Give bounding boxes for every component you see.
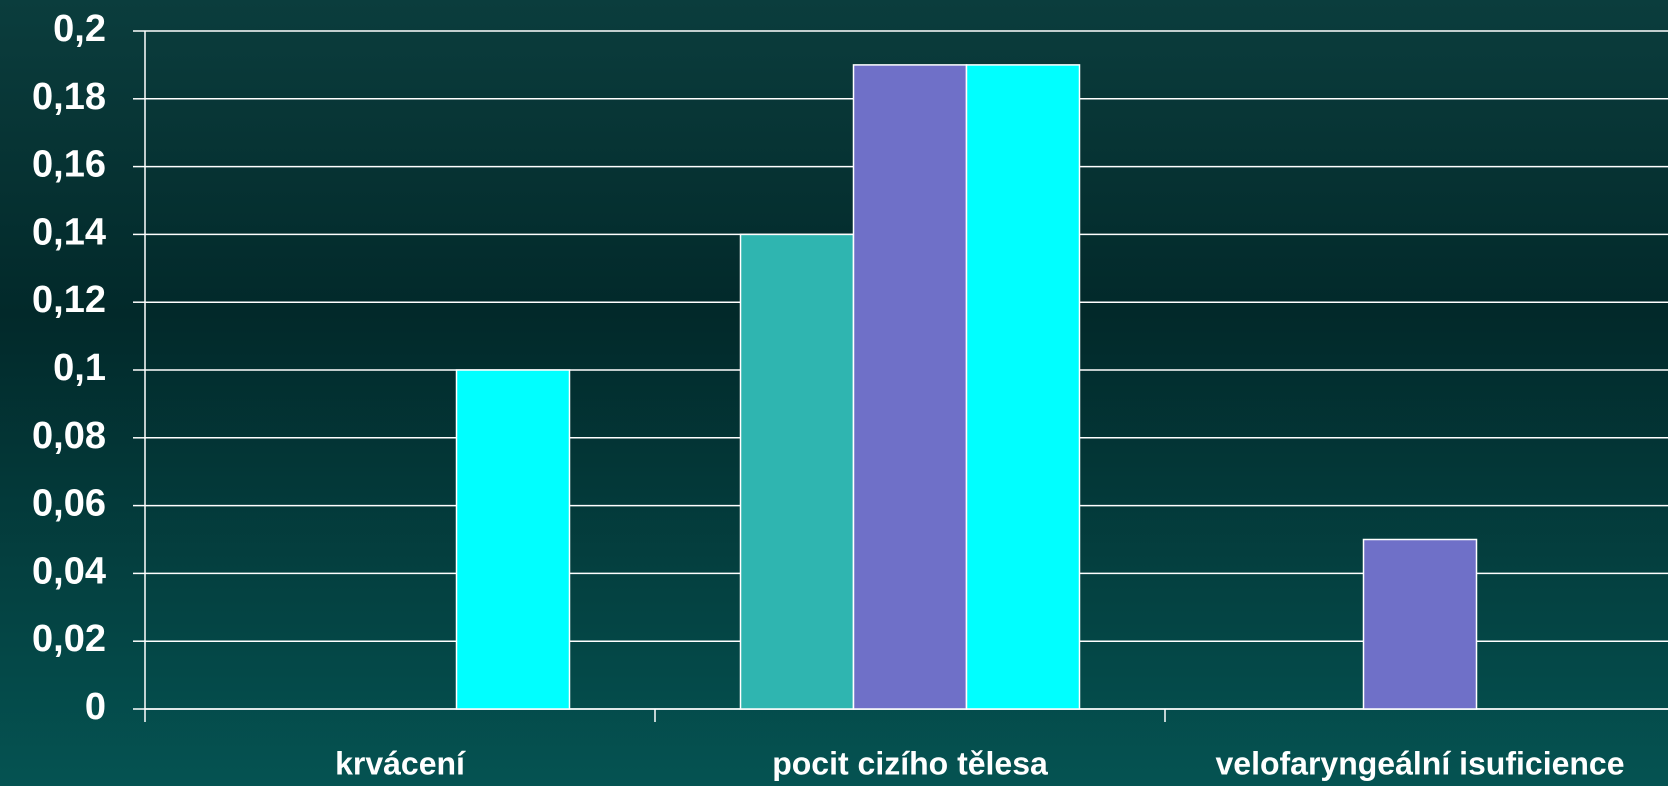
y-tick-label: 0,12 <box>32 279 106 321</box>
bar <box>739 233 855 710</box>
y-tick-label: 0,02 <box>32 618 106 660</box>
y-tick-label: 0,08 <box>32 415 106 457</box>
bar <box>965 64 1081 710</box>
y-tick-label: 0,06 <box>32 483 106 525</box>
y-tick-label: 0,16 <box>32 144 106 186</box>
bar <box>455 369 571 710</box>
y-tick-label: 0,1 <box>53 347 106 389</box>
y-tick-label: 0,2 <box>53 8 106 50</box>
y-tick-label: 0,18 <box>32 76 106 118</box>
y-tick-label: 0,14 <box>32 211 106 253</box>
x-tick-label: velofaryngeální isuficience <box>1215 745 1624 781</box>
bar <box>1362 538 1478 710</box>
y-tick-label: 0 <box>85 686 106 728</box>
x-tick-label: krvácení <box>335 745 466 781</box>
bar <box>852 64 968 710</box>
y-tick-label: 0,04 <box>32 550 106 592</box>
x-tick-label: pocit cizího tělesa <box>772 745 1048 781</box>
